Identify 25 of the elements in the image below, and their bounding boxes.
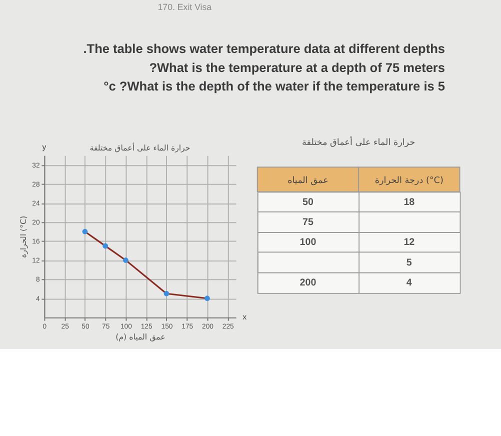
data-label: 50: [302, 196, 314, 208]
point: [164, 290, 170, 296]
text: .The table shows water temperature data at different depths: [83, 41, 446, 56]
text: °c ?What is the depth of the water if the temperature is 5: [104, 78, 446, 94]
chart-title: حرارة الماء على أعماق مختلفة: [302, 136, 416, 148]
data-label: 4: [406, 278, 412, 289]
data-label: 12: [404, 237, 416, 248]
x-axis-title: عمق المياه (م): [116, 332, 166, 342]
chart-title: حرارة الماء على أعماق مختلفة: [90, 142, 190, 152]
data-label: 100: [300, 237, 317, 248]
point: [82, 228, 88, 234]
data-label: 200: [300, 278, 317, 289]
text: y: [42, 142, 46, 152]
x-tick-label: عمق المياه: [288, 176, 328, 186]
point: [123, 258, 128, 263]
data-label: 5: [406, 257, 412, 268]
point: [204, 296, 210, 302]
data-label: 75: [302, 216, 314, 228]
point: [102, 243, 108, 249]
text: ?What is the temperature at a depth of 75 meters: [149, 60, 446, 75]
y-axis-title: الحرارة (°C): [19, 216, 28, 258]
text: x: [242, 312, 247, 322]
text: 170. Exit Visa: [158, 2, 212, 12]
data-label: 18: [404, 196, 416, 208]
x-tick-label: درجة الحرارة (°C): [374, 176, 444, 186]
